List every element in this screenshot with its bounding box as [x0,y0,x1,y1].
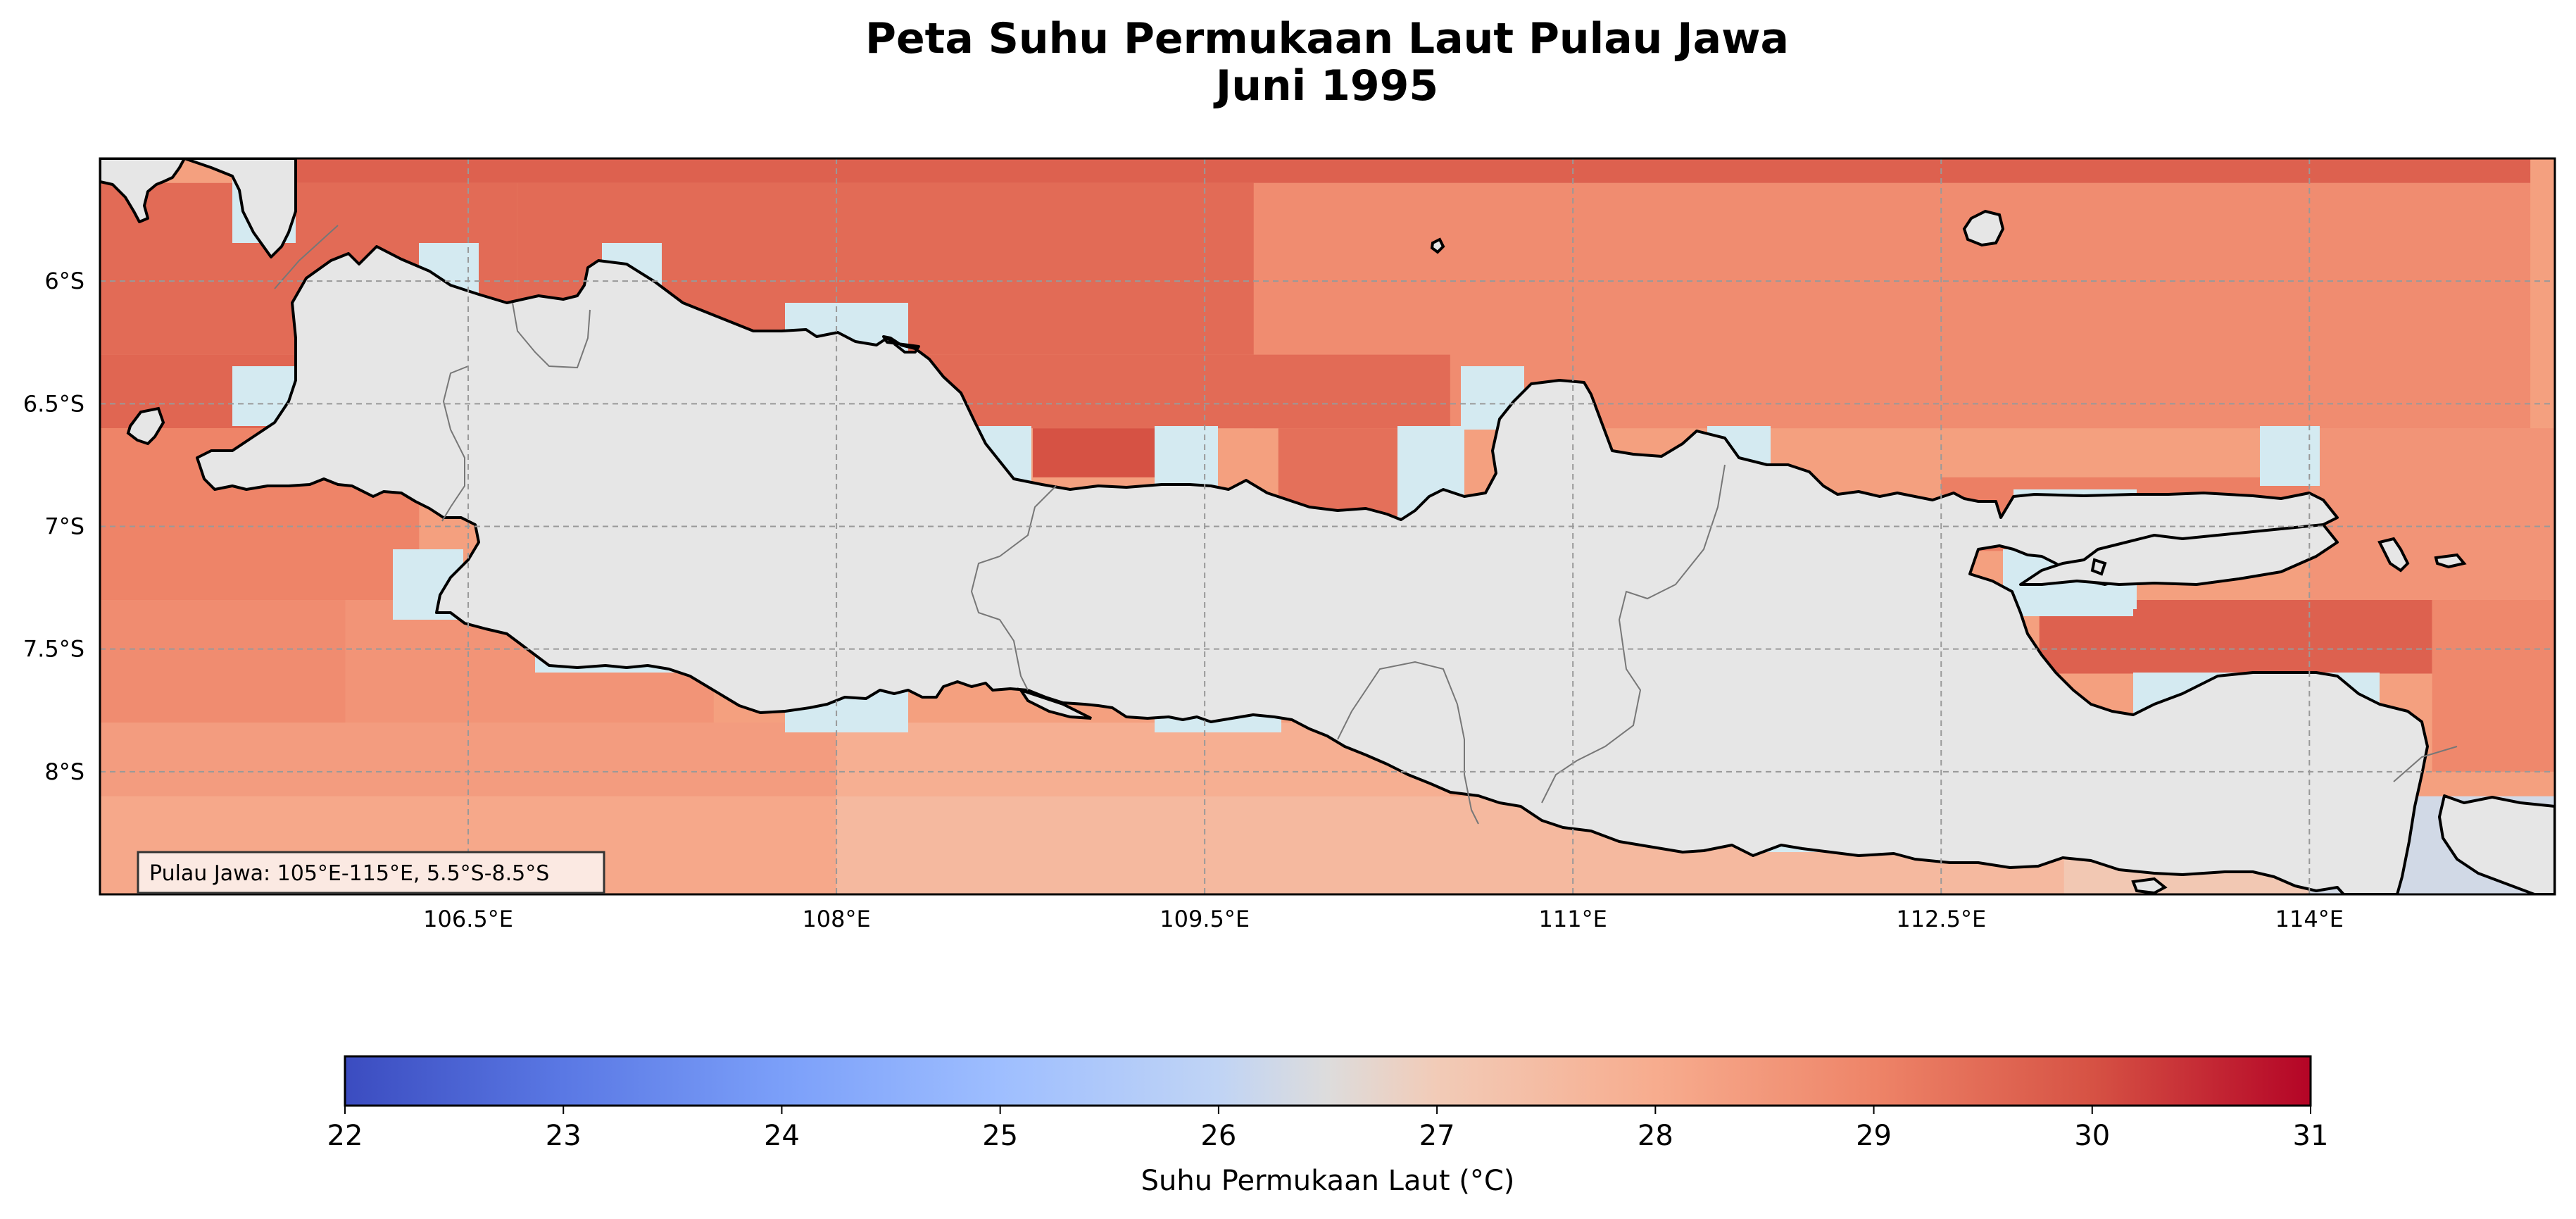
sst-cell [1033,428,1156,477]
missing-patch [2260,426,2320,486]
sst-cell [100,600,346,723]
lat-tick-labels: 6°S 6.5°S 7°S 7.5°S 8°S [23,268,84,785]
colorbar-tick-label: 30 [2074,1120,2110,1152]
colorbar-tick-label: 27 [1419,1120,1455,1152]
map-frame [99,157,2556,896]
lat-tick-label: 8°S [44,758,84,785]
gridlines [100,158,2555,894]
colorbar-tick-label: 23 [546,1120,582,1152]
colorbar: 22 23 24 25 26 27 28 29 30 31 Suhu Permukaan Laut… [327,1055,2329,1197]
province-border [1337,661,1479,825]
small-islands [126,209,2467,894]
small-island [126,406,165,446]
sumatra-landmass [183,158,297,258]
lon-tick-label: 109.5°E [1160,906,1250,932]
chart-title: Peta Suhu Permukaan Laut Pulau Jawa [865,14,1789,63]
bali-island [2438,794,2555,894]
colorbar-tick-label: 22 [327,1120,363,1152]
lat-tick-label: 6°S [44,268,84,294]
sst-cell [2309,428,2555,600]
lon-tick-labels: 106.5°E 108°E 109.5°E 111°E 112.5°E 114°E [423,906,2344,932]
sst-cell [2432,600,2555,772]
lon-tick-label: 108°E [802,906,870,932]
lon-tick-label: 106.5°E [423,906,513,932]
lon-tick-label: 114°E [2275,906,2344,932]
lat-tick-label: 7.5°S [23,636,84,663]
province-border [512,302,591,369]
map-panel [100,158,2555,894]
small-island [2131,877,2168,894]
lat-tick-label: 6.5°S [23,390,84,417]
small-island [2434,553,2467,569]
province-border [441,365,469,522]
small-island [1430,237,1445,254]
province-border [1541,464,1726,804]
small-island [1962,209,2005,247]
province-borders [274,225,2458,825]
small-island [2090,558,2107,576]
sst-cell [296,158,2531,183]
annotation-box [137,851,605,894]
region-annotation: Pulau Jawa: 105°E-115°E, 5.5°S-8.5°S [137,851,605,894]
colorbar-tick-label: 25 [982,1120,1018,1152]
colorbar-tick-label: 31 [2293,1120,2329,1152]
colorbar-gradient [344,1055,2312,1107]
colorbar-tick-label: 24 [764,1120,800,1152]
annotation-text: Pulau Jawa: 105°E-115°E, 5.5°S-8.5°S [149,861,549,886]
small-island [1017,687,1092,720]
lon-tick-label: 111°E [1539,906,1607,932]
colorbar-tick-label: 28 [1638,1120,1673,1152]
province-border [2393,746,2458,782]
sumatra-landmass [100,158,186,223]
sst-cell [910,354,1450,429]
colorbar-tick-label: 26 [1200,1120,1236,1152]
lat-tick-label: 7°S [44,513,84,540]
lon-tick-label: 112.5°E [1896,906,1986,932]
colorbar-label: Suhu Permukaan Laut (°C) [1141,1165,1515,1197]
chart-subtitle: Juni 1995 [1213,61,1438,111]
small-island [2377,537,2410,573]
province-border [274,225,339,289]
java-island [196,245,2429,894]
colorbar-tick-label: 29 [1856,1120,1892,1152]
missing-patch [1155,426,1218,489]
colorbar-ticks: 22 23 24 25 26 27 28 29 30 31 [327,1106,2329,1152]
